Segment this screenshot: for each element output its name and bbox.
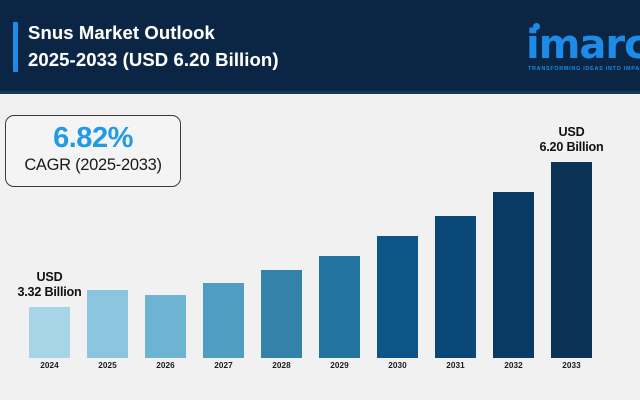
cagr-value: 6.82% [53,122,133,154]
x-axis-label-2030: 2030 [388,361,407,370]
logo-dot-icon [533,23,540,30]
header-bar: Snus Market Outlook 2025-2033 (USD 6.20 … [0,0,640,94]
x-axis-label-2029: 2029 [330,361,349,370]
bar-2027 [203,283,244,358]
bar-2028 [261,270,302,358]
x-axis-label-2032: 2032 [504,361,523,370]
chart-x-axis: 2024 2025 2026 2027 2028 2029 2030 2031 2032 2033 [0,358,640,380]
cagr-box: 6.82% CAGR (2025-2033) [5,115,181,187]
x-axis-label-2025: 2025 [98,361,117,370]
bar-2026 [145,295,186,358]
x-axis-label-2024: 2024 [40,361,59,370]
logo-wordmark: imarc [526,22,640,68]
bar-2030 [377,236,418,358]
x-axis-label-2027: 2027 [214,361,233,370]
imarc-logo: imarc TRANSFORMING IDEAS INTO IMPACT [524,18,640,80]
bar-2032 [493,192,534,358]
header-accent-stripe [13,22,18,72]
chart-plot-area: USD 3.32 Billion USD 6.20 Billion [0,97,640,358]
logo-tagline: TRANSFORMING IDEAS INTO IMPACT [528,66,640,72]
cagr-label: CAGR (2025-2033) [24,156,162,174]
bar-2033 [551,162,592,358]
bar-chart: USD 3.32 Billion USD 6.20 Billion 2024 202… [0,97,640,400]
page-title: Snus Market Outlook 2025-2033 (USD 6.20 … [28,22,279,70]
bar-2031 [435,216,476,358]
x-axis-label-2031: 2031 [446,361,465,370]
x-axis-label-2033: 2033 [562,361,581,370]
bar-2024 [29,307,70,358]
bar-2025 [87,290,128,358]
x-axis-label-2026: 2026 [156,361,175,370]
x-axis-label-2028: 2028 [272,361,291,370]
value-callout-end: USD 6.20 Billion [539,125,604,154]
bar-2029 [319,256,360,358]
value-callout-start: USD 3.32 Billion [17,270,82,299]
